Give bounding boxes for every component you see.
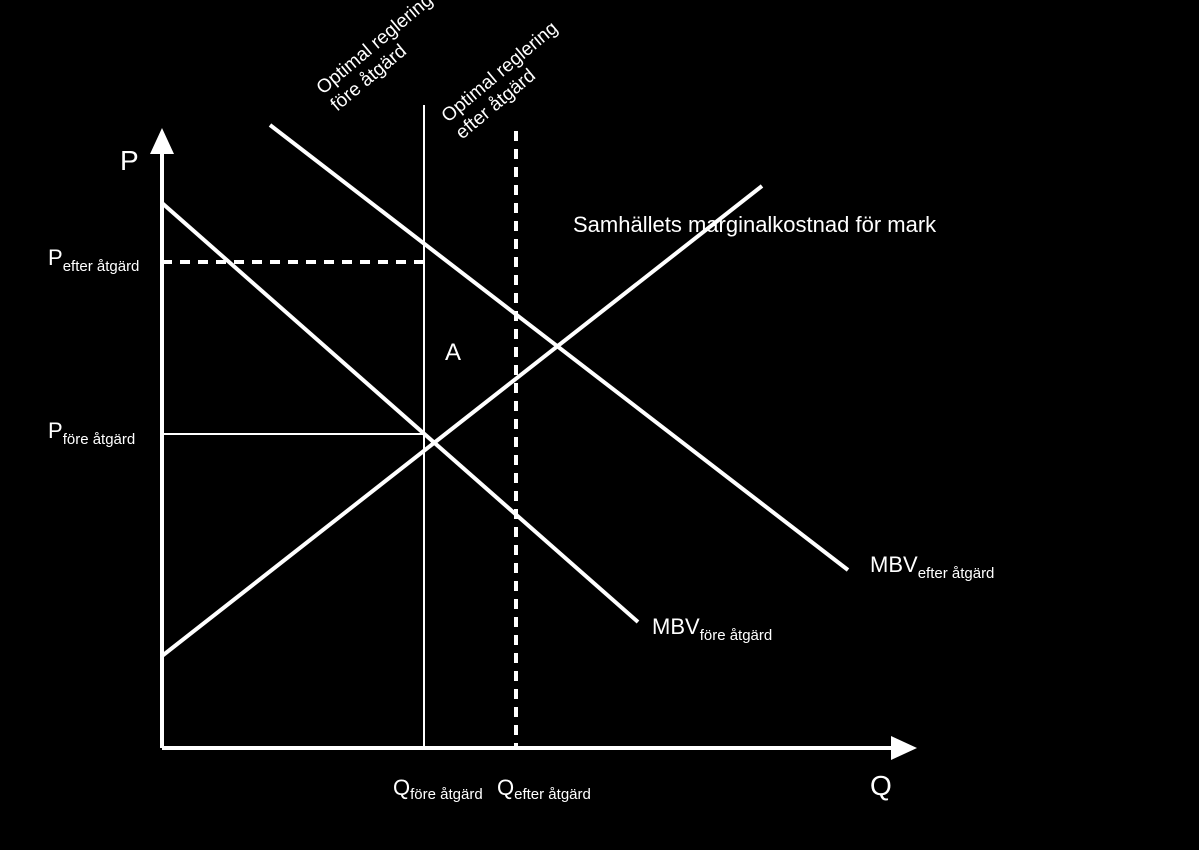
mbv-before-line [162,203,638,622]
q-fore-label: Qföre åtgärd [393,775,483,803]
mbv-fore-label: MBVföre åtgärd [652,614,772,644]
mbv-efter-label: MBVefter åtgärd [870,552,994,582]
q-efter-label: Qefter åtgärd [497,775,591,803]
supply-line [162,186,762,656]
point-a-label: A [445,339,461,366]
y-axis-arrow [150,128,174,154]
p-fore-label: Pföre åtgärd [48,418,135,448]
optimal-efter-label: Optimal reglering efter åtgärd [438,14,581,143]
x-axis-label: Q [870,770,892,801]
y-axis-label: P [120,145,139,176]
optimal-fore-label: Optimal reglering före åtgärd [313,0,456,116]
x-axis-arrow [891,736,917,760]
p-efter-label: Pefter åtgärd [48,245,139,275]
samhallets-label: Samhällets marginalkostnad för mark [573,212,937,237]
